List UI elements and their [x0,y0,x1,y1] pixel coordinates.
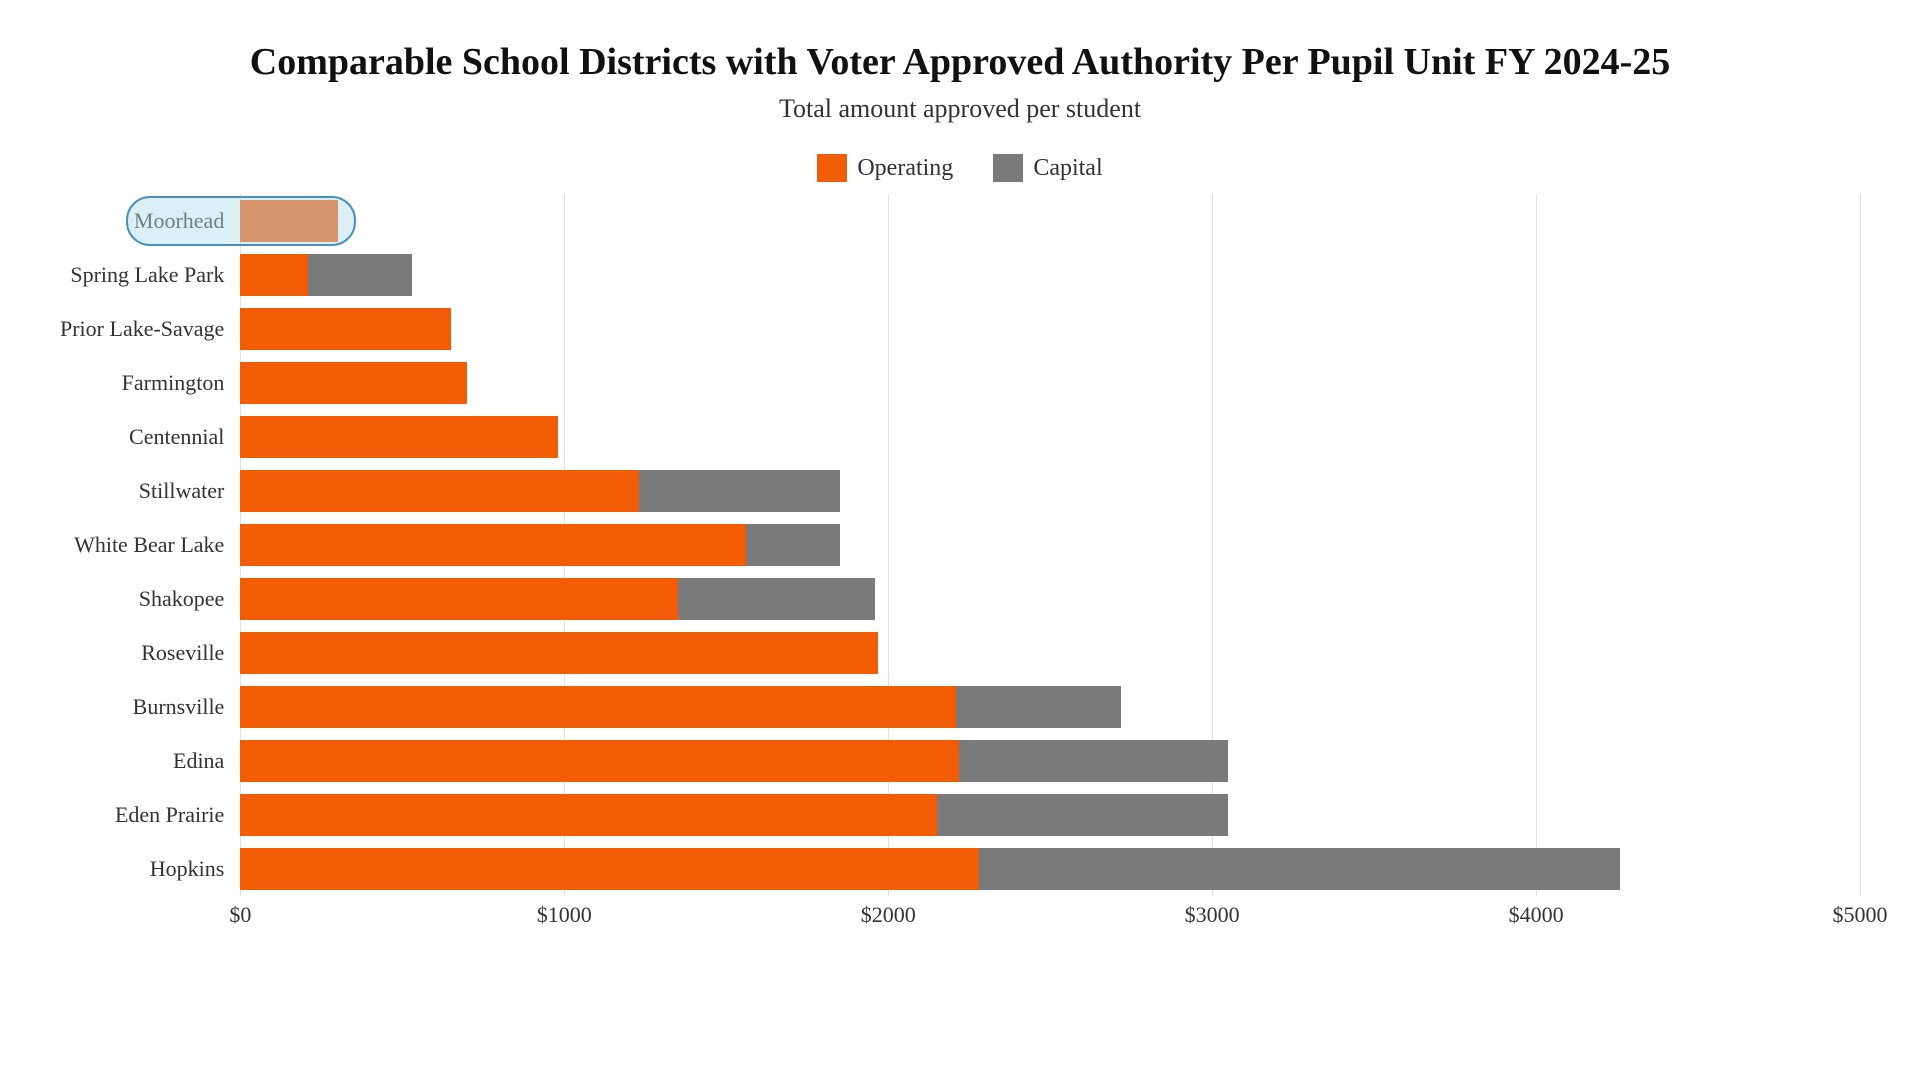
legend-swatch-capital [993,154,1023,182]
bar-stack [240,200,1860,242]
bar-stack [240,632,1860,674]
y-axis-labels: MoorheadSpring Lake ParkPrior Lake-Savag… [60,194,240,896]
bar-row [240,626,1860,680]
bar-row [240,572,1860,626]
bar-segment-operating [240,686,956,728]
bar-stack [240,362,1860,404]
legend-label-operating: Operating [857,155,953,182]
chart-legend: Operating Capital [60,154,1860,182]
y-axis-label: Shakopee [139,572,233,626]
bar-segment-capital [678,578,876,620]
bar-segment-capital [956,686,1121,728]
bar-stack [240,308,1860,350]
bar-segment-operating [240,524,745,566]
bar-row [240,248,1860,302]
legend-item-operating: Operating [817,154,953,182]
x-axis-tick: $5000 [1833,902,1888,928]
bar-segment-operating [240,470,638,512]
bar-row [240,518,1860,572]
chart-subtitle: Total amount approved per student [60,94,1860,124]
legend-item-capital: Capital [993,154,1102,182]
bar-row [240,410,1860,464]
bar-row [240,302,1860,356]
bar-row [240,194,1860,248]
x-axis: $0$1000$2000$3000$4000$5000 [60,902,1860,942]
x-axis-tick: $2000 [861,902,916,928]
bar-row [240,356,1860,410]
bar-segment-operating [240,200,337,242]
x-axis-tick: $1000 [537,902,592,928]
x-axis-tick: $0 [229,902,251,928]
bar-stack [240,578,1860,620]
x-axis-tick: $4000 [1509,902,1564,928]
plot-area [240,194,1860,896]
bar-stack [240,848,1860,890]
bar-row [240,734,1860,788]
bar-segment-operating [240,362,467,404]
bar-segment-capital [959,740,1228,782]
y-axis-label: Hopkins [150,842,233,896]
chart-title: Comparable School Districts with Voter A… [60,40,1860,84]
bar-row [240,464,1860,518]
bar-segment-capital [308,254,412,296]
x-axis-tick: $3000 [1185,902,1240,928]
gridline [1860,194,1861,896]
bar-segment-capital [639,470,840,512]
y-axis-label: Centennial [129,410,232,464]
bar-stack [240,254,1860,296]
bar-segment-capital [937,794,1229,836]
y-axis-label: Burnsville [133,680,233,734]
bar-stack [240,470,1860,512]
bar-segment-operating [240,308,451,350]
y-axis-label: Stillwater [139,464,233,518]
y-axis-label: Spring Lake Park [70,248,232,302]
bar-segment-operating [240,794,936,836]
bars [240,194,1860,896]
bar-segment-capital [746,524,840,566]
y-axis-label: Moorhead [134,194,232,248]
bar-row [240,788,1860,842]
y-axis-label: Eden Prairie [115,788,232,842]
bar-segment-operating [240,632,878,674]
x-axis-ticks: $0$1000$2000$3000$4000$5000 [240,902,1860,942]
bar-segment-operating [240,740,959,782]
y-axis-label: Edina [173,734,232,788]
bar-segment-capital [979,848,1620,890]
bar-stack [240,794,1860,836]
y-axis-label: White Bear Lake [74,518,232,572]
y-axis-label: Prior Lake-Savage [60,302,232,356]
x-axis-spacer [60,902,240,942]
bar-segment-operating [240,416,557,458]
plot-wrap: MoorheadSpring Lake ParkPrior Lake-Savag… [60,194,1860,896]
legend-swatch-operating [817,154,847,182]
legend-label-capital: Capital [1033,155,1102,182]
y-axis-label: Farmington [122,356,233,410]
chart-container: Comparable School Districts with Voter A… [60,40,1860,942]
bar-row [240,680,1860,734]
y-axis-label: Roseville [141,626,232,680]
bar-segment-operating [240,254,308,296]
bar-segment-operating [240,848,979,890]
bar-row [240,842,1860,896]
bar-stack [240,524,1860,566]
bar-segment-operating [240,578,677,620]
bar-stack [240,416,1860,458]
bar-stack [240,740,1860,782]
bar-stack [240,686,1860,728]
